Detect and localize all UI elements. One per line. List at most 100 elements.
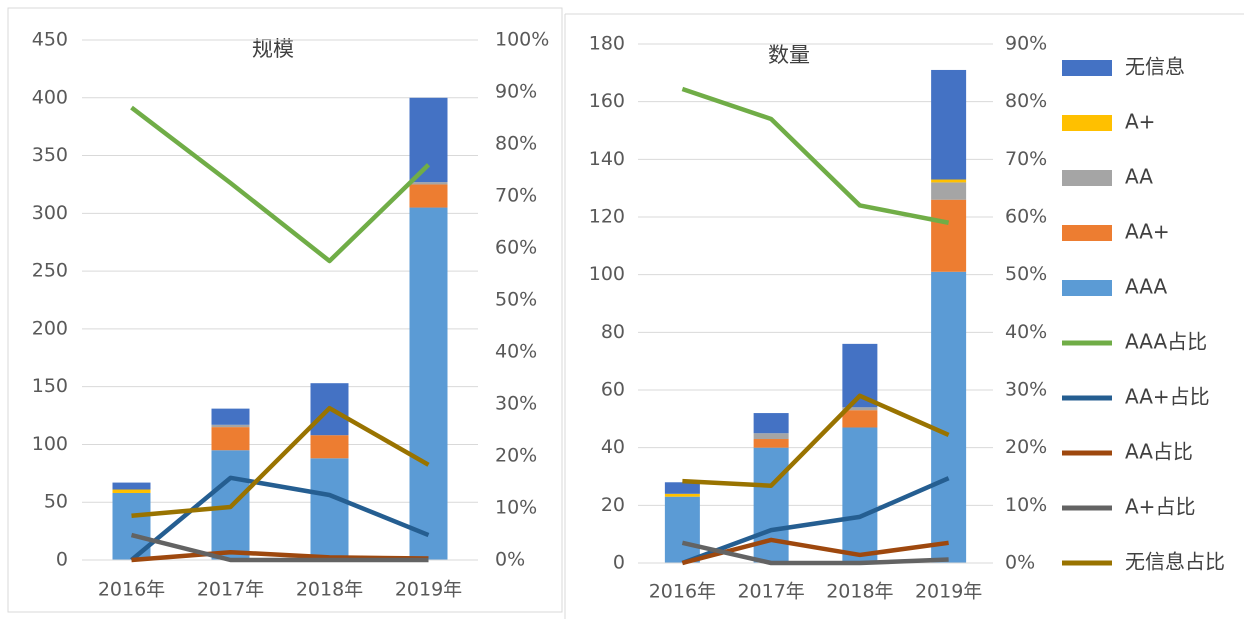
- y-tick-label: 50: [44, 491, 68, 513]
- y2-tick-label: 90%: [1005, 33, 1047, 55]
- bar-segment: [409, 184, 448, 208]
- chart-title: 数量: [768, 43, 810, 67]
- bar-segment: [112, 489, 151, 493]
- y-tick-label: 0: [613, 552, 625, 574]
- y2-tick-label: 100%: [495, 29, 549, 51]
- y2-tick-label: 60%: [495, 237, 537, 259]
- x-tick-label: 2019年: [395, 579, 462, 601]
- y-tick-label: 0: [56, 549, 68, 571]
- line-series: [131, 405, 430, 519]
- legend-label: AA+占比: [1125, 385, 1210, 409]
- y2-tick-label: 60%: [1005, 206, 1047, 228]
- y2-tick-label: 90%: [495, 81, 537, 103]
- bar-segment: [931, 69, 967, 180]
- y-tick-label: 180: [589, 33, 625, 55]
- y2-tick-label: 50%: [1005, 263, 1047, 285]
- y-tick-label: 40: [601, 436, 625, 458]
- chart-title: 规模: [252, 37, 294, 61]
- bar-segment: [664, 482, 700, 494]
- y-tick-label: 450: [32, 29, 68, 51]
- legend-swatch: [1062, 225, 1112, 241]
- y2-tick-label: 70%: [495, 185, 537, 207]
- chart-frame: [7, 7, 563, 613]
- line-series: [130, 475, 430, 562]
- y2-tick-label: 20%: [495, 445, 537, 467]
- x-tick-label: 2016年: [98, 579, 165, 601]
- y-tick-label: 400: [32, 86, 68, 108]
- y-tick-label: 100: [32, 433, 68, 455]
- bar-segment: [753, 433, 789, 440]
- line-series: [130, 532, 429, 563]
- x-tick-label: 2016年: [649, 581, 716, 603]
- legend-label: AAA占比: [1125, 330, 1207, 354]
- bar-segment: [931, 271, 967, 563]
- y2-tick-label: 80%: [495, 133, 537, 155]
- bar-segment: [112, 482, 151, 490]
- line-series: [681, 476, 950, 566]
- y-tick-label: 350: [32, 144, 68, 166]
- y2-tick-label: 30%: [495, 393, 537, 415]
- bar-segment: [931, 179, 967, 183]
- line-series: [130, 105, 431, 264]
- y-tick-label: 100: [589, 263, 625, 285]
- bar-segment: [409, 207, 448, 561]
- bar-segment: [753, 439, 789, 448]
- line-series: [681, 540, 949, 566]
- y-tick-label: 20: [601, 494, 625, 516]
- bar-segment: [931, 199, 967, 272]
- x-tick-label: 2018年: [826, 581, 893, 603]
- legend-swatch: [1062, 170, 1112, 186]
- y2-tick-label: 40%: [1005, 321, 1047, 343]
- bar-segment: [211, 408, 250, 425]
- bar-segment: [664, 496, 700, 563]
- bar-segment: [211, 424, 250, 428]
- y2-tick-label: 20%: [1005, 436, 1047, 458]
- x-tick-label: 2017年: [737, 581, 804, 603]
- y2-tick-label: 0%: [1005, 552, 1035, 574]
- legend-label: AA占比: [1125, 440, 1193, 464]
- bar-segment: [409, 182, 448, 185]
- bar-segment: [310, 435, 349, 459]
- line-series: [681, 86, 950, 225]
- bar-segment: [842, 410, 878, 428]
- legend-label: 无信息占比: [1125, 550, 1225, 574]
- y-tick-label: 160: [589, 90, 625, 112]
- legend-label: A+占比: [1125, 495, 1195, 519]
- bar-segment: [664, 493, 700, 497]
- legend-label: 无信息: [1125, 55, 1185, 79]
- bar-segment: [753, 447, 789, 563]
- y-tick-label: 300: [32, 202, 68, 224]
- y2-tick-label: 30%: [1005, 379, 1047, 401]
- y-tick-label: 200: [32, 317, 68, 339]
- y2-tick-label: 40%: [495, 341, 537, 363]
- legend-swatch: [1062, 280, 1112, 296]
- legend-label: AAA: [1125, 275, 1167, 299]
- bar-segment: [753, 413, 789, 434]
- bar-segment: [842, 427, 878, 563]
- bar-segment: [310, 458, 349, 560]
- y-tick-label: 150: [32, 375, 68, 397]
- legend-swatch: [1062, 60, 1112, 76]
- bar-segment: [409, 97, 448, 183]
- bar-segment: [842, 407, 878, 411]
- y2-tick-label: 0%: [495, 549, 525, 571]
- y-tick-label: 120: [589, 206, 625, 228]
- y-tick-label: 140: [589, 148, 625, 170]
- x-tick-label: 2019年: [915, 581, 982, 603]
- x-tick-label: 2017年: [197, 579, 264, 601]
- legend-label: AA+: [1125, 220, 1170, 244]
- x-tick-label: 2018年: [296, 579, 363, 601]
- legend-swatch: [1062, 115, 1112, 131]
- y-tick-label: 80: [601, 321, 625, 343]
- line-series: [682, 393, 950, 488]
- y2-tick-label: 10%: [495, 497, 537, 519]
- y2-tick-label: 70%: [1005, 148, 1047, 170]
- legend-label: AA: [1125, 165, 1153, 189]
- y-tick-label: 60: [601, 379, 625, 401]
- bar-segment: [211, 427, 250, 451]
- legend-label: A+: [1125, 110, 1155, 134]
- bar-segment: [931, 182, 967, 200]
- y-tick-label: 250: [32, 260, 68, 282]
- y2-tick-label: 80%: [1005, 90, 1047, 112]
